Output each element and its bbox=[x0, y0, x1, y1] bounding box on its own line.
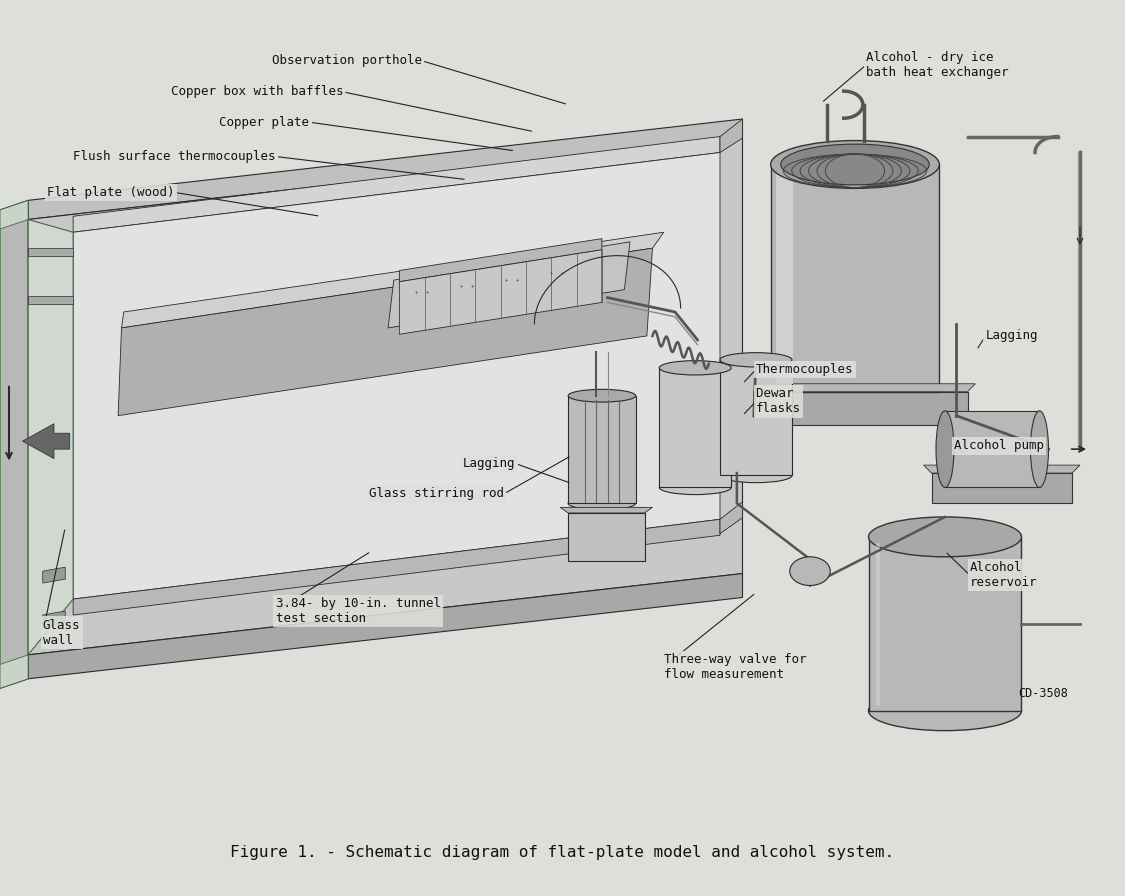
FancyBboxPatch shape bbox=[945, 411, 1040, 487]
Text: Copper box with baffles: Copper box with baffles bbox=[171, 85, 343, 99]
Ellipse shape bbox=[936, 411, 954, 487]
Polygon shape bbox=[43, 567, 65, 583]
Text: Copper plate: Copper plate bbox=[219, 116, 309, 129]
Text: Alcohol
reservoir: Alcohol reservoir bbox=[970, 561, 1037, 590]
Text: Flat plate (wood): Flat plate (wood) bbox=[47, 185, 174, 199]
Polygon shape bbox=[388, 242, 630, 328]
Text: Alcohol pump: Alcohol pump bbox=[954, 439, 1044, 452]
Ellipse shape bbox=[781, 144, 929, 185]
Ellipse shape bbox=[568, 497, 636, 510]
Text: +: + bbox=[550, 271, 552, 275]
FancyBboxPatch shape bbox=[568, 513, 645, 561]
Text: 3.84- by 10-in. tunnel
test section: 3.84- by 10-in. tunnel test section bbox=[276, 597, 441, 625]
FancyBboxPatch shape bbox=[742, 392, 968, 426]
Text: Thermocouples: Thermocouples bbox=[756, 363, 854, 376]
Text: +: + bbox=[505, 277, 507, 282]
Polygon shape bbox=[118, 248, 652, 416]
Polygon shape bbox=[73, 136, 720, 232]
Polygon shape bbox=[122, 232, 664, 328]
Text: CD-3508: CD-3508 bbox=[1018, 686, 1068, 700]
Text: Three-way valve for
flow measurement: Three-way valve for flow measurement bbox=[664, 653, 807, 681]
Polygon shape bbox=[28, 573, 742, 679]
Polygon shape bbox=[28, 220, 73, 655]
Polygon shape bbox=[399, 250, 602, 334]
Polygon shape bbox=[568, 396, 636, 504]
Polygon shape bbox=[771, 165, 939, 392]
Text: Lagging: Lagging bbox=[462, 457, 515, 470]
Polygon shape bbox=[720, 360, 792, 476]
Text: Glass stirring rod: Glass stirring rod bbox=[369, 487, 504, 500]
Text: Observation porthole: Observation porthole bbox=[272, 55, 422, 67]
Ellipse shape bbox=[659, 480, 731, 495]
Text: Figure 1. - Schematic diagram of flat-plate model and alcohol system.: Figure 1. - Schematic diagram of flat-pl… bbox=[231, 846, 894, 860]
Text: +: + bbox=[415, 289, 417, 295]
Ellipse shape bbox=[771, 367, 939, 416]
Polygon shape bbox=[28, 138, 742, 655]
Polygon shape bbox=[659, 367, 731, 487]
Ellipse shape bbox=[1030, 411, 1048, 487]
Text: Glass
wall: Glass wall bbox=[43, 618, 80, 647]
Ellipse shape bbox=[720, 469, 792, 483]
Ellipse shape bbox=[868, 691, 1022, 730]
Text: Alcohol - dry ice 
bath heat exchanger: Alcohol - dry ice bath heat exchanger bbox=[866, 51, 1009, 79]
Ellipse shape bbox=[720, 353, 792, 367]
Text: Flush surface thermocouples: Flush surface thermocouples bbox=[73, 150, 276, 163]
Text: +: + bbox=[426, 289, 429, 295]
Text: Lagging: Lagging bbox=[986, 330, 1038, 342]
Polygon shape bbox=[73, 152, 720, 599]
Text: +: + bbox=[460, 283, 462, 289]
Text: +: + bbox=[516, 277, 519, 282]
Ellipse shape bbox=[568, 390, 636, 402]
Ellipse shape bbox=[659, 360, 731, 375]
Polygon shape bbox=[43, 611, 65, 627]
Polygon shape bbox=[742, 383, 975, 392]
FancyBboxPatch shape bbox=[932, 473, 1072, 504]
Polygon shape bbox=[720, 119, 742, 152]
Polygon shape bbox=[560, 507, 652, 513]
Polygon shape bbox=[720, 502, 742, 534]
Polygon shape bbox=[399, 238, 602, 281]
Polygon shape bbox=[28, 119, 742, 220]
Ellipse shape bbox=[771, 141, 939, 188]
Circle shape bbox=[790, 556, 830, 585]
Text: +: + bbox=[471, 283, 474, 289]
Ellipse shape bbox=[868, 517, 1022, 556]
Polygon shape bbox=[776, 172, 793, 383]
Polygon shape bbox=[28, 296, 73, 304]
Polygon shape bbox=[22, 424, 70, 459]
Polygon shape bbox=[73, 520, 720, 615]
Polygon shape bbox=[868, 537, 1022, 711]
Polygon shape bbox=[0, 201, 28, 688]
Polygon shape bbox=[0, 655, 28, 688]
Polygon shape bbox=[0, 201, 28, 229]
Polygon shape bbox=[924, 465, 1080, 473]
Text: +: + bbox=[561, 271, 564, 275]
Polygon shape bbox=[28, 248, 73, 256]
Text: Dewar 
flasks: Dewar flasks bbox=[756, 387, 801, 416]
